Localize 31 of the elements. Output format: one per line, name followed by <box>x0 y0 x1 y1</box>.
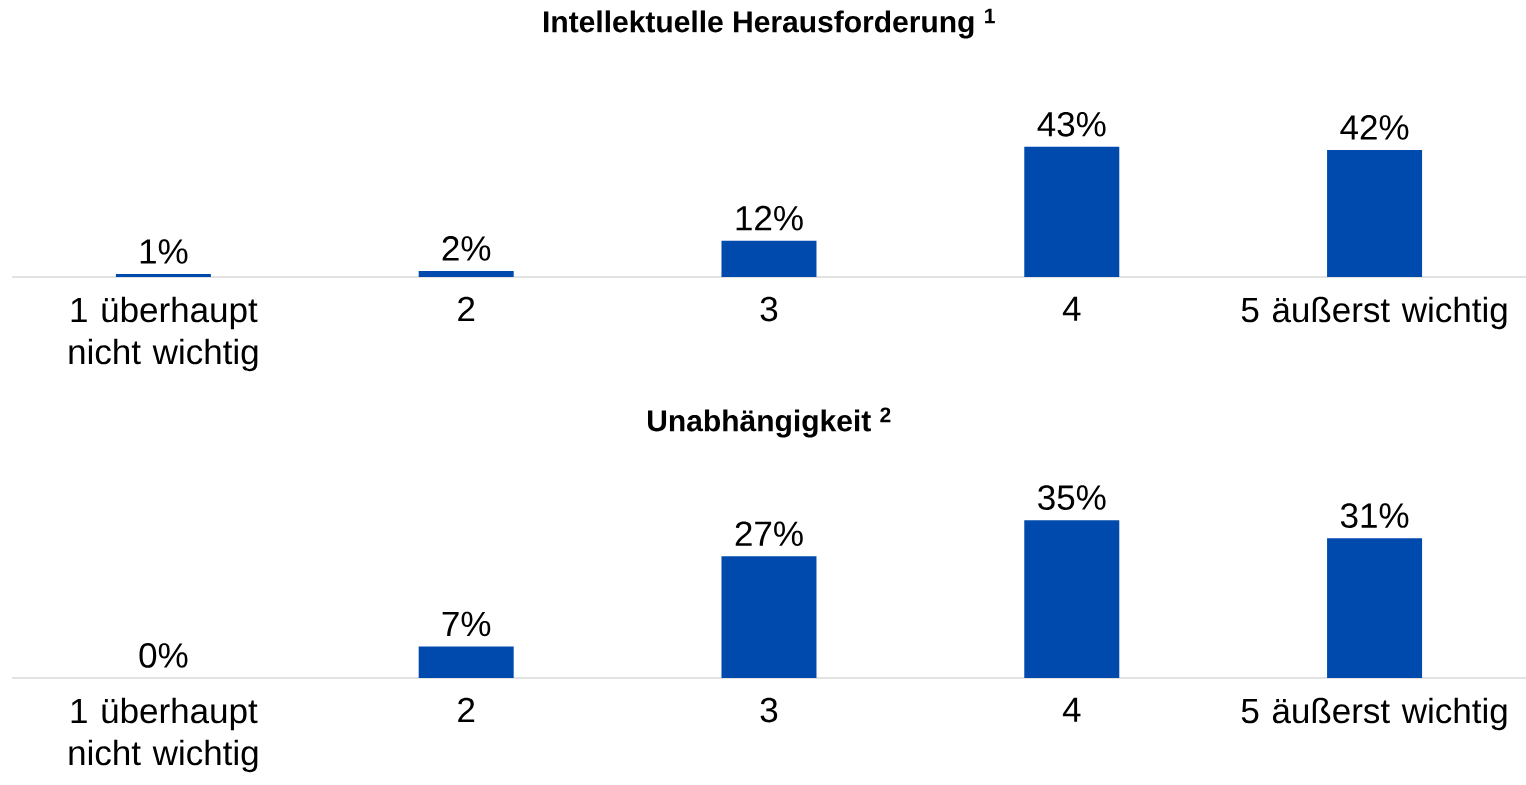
bar <box>1327 538 1423 678</box>
bar <box>1327 149 1423 277</box>
bar <box>418 646 514 678</box>
data-label: 1% <box>140 239 188 264</box>
chart-title: Unabhängigkeit $^{2}$ <box>648 407 891 438</box>
x-tick-label: 5 äußerst wichtig <box>1241 296 1507 330</box>
x-tick-label: 1 überhaupt nicht wichtig <box>69 697 258 773</box>
bar <box>1024 520 1120 678</box>
data-label: 12% <box>736 205 803 231</box>
data-label: 0% <box>139 643 188 668</box>
data-label: 43% <box>1037 111 1106 137</box>
data-label: 7% <box>442 611 491 637</box>
x-tick-label: 3 <box>760 697 778 723</box>
data-label: 31% <box>1340 503 1409 528</box>
data-label: 2% <box>442 236 491 261</box>
bar <box>418 270 514 277</box>
x-tick-label: 2 <box>458 296 475 322</box>
x-tick-label: 5 äußerst wichtig <box>1241 697 1507 731</box>
x-tick-label: 1 überhaupt nicht wichtig <box>69 296 258 372</box>
x-tick-label: 4 <box>1062 697 1081 722</box>
bar <box>721 240 817 277</box>
x-tick-label: 4 <box>1062 296 1081 321</box>
bar <box>115 273 211 277</box>
x-tick-label: 3 <box>760 296 778 322</box>
data-label: 42% <box>1340 115 1409 140</box>
data-label: 27% <box>735 521 803 547</box>
x-tick-label: 2 <box>458 697 475 723</box>
bar <box>1024 146 1120 277</box>
bar <box>721 556 817 678</box>
chart-title: Intellektuelle Herausforderung $^{1}$ <box>544 8 995 39</box>
data-label: 35% <box>1038 485 1106 510</box>
